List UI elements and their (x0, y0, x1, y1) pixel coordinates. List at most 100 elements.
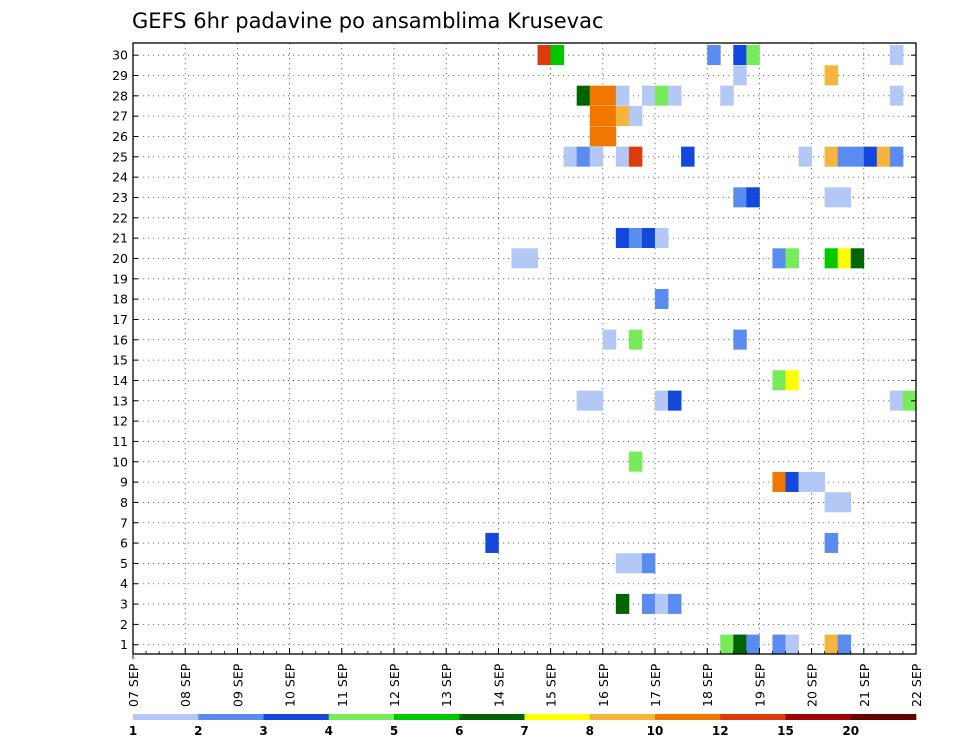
legend-swatch (655, 714, 721, 720)
grid (133, 43, 916, 654)
legend-swatch (785, 714, 852, 720)
heatmap-cell (537, 45, 551, 66)
heatmap-cell (524, 248, 538, 269)
legend-label: 7 (520, 724, 528, 738)
heatmap-cell (576, 146, 591, 167)
heatmap-cell (668, 593, 682, 614)
y-tick-label: 20 (112, 251, 128, 266)
y-tick-label: 7 (120, 515, 128, 530)
heatmap-cell (563, 146, 578, 167)
y-tick-label: 10 (112, 454, 128, 469)
y-tick-label: 24 (112, 170, 128, 185)
heatmap-cell (641, 593, 656, 614)
x-tick-label: 19 SEP (752, 663, 767, 707)
heatmap-cell (850, 146, 865, 167)
heatmap-cell (707, 45, 721, 66)
y-tick-label: 22 (112, 210, 128, 225)
chart-title: GEFS 6hr padavine po ansamblima Krusevac (132, 9, 604, 33)
x-tick-label: 10 SEP (283, 663, 298, 707)
y-tick-label: 14 (112, 373, 128, 388)
heatmap-cell (824, 532, 839, 553)
heatmap-cell (733, 634, 747, 655)
heatmap-cell (681, 146, 695, 167)
heatmap-cell (589, 126, 604, 147)
legend-swatch (524, 714, 591, 720)
legend-swatch (263, 714, 330, 720)
y-axis: 1234567891011121314151617181920212223242… (112, 48, 916, 652)
legend-label: 15 (777, 724, 794, 738)
heatmap-cell (720, 634, 734, 655)
y-tick-label: 11 (112, 434, 128, 449)
heatmap-cell (837, 187, 852, 208)
x-axis: 07 SEP 08 SEP 09 SEP 10 SEP 11 SEP 12 SEP 13 S… (126, 648, 924, 707)
heatmap-cell (628, 105, 643, 127)
legend-swatch (198, 714, 264, 720)
heatmap-cell (589, 146, 604, 167)
heatmap-cell (824, 492, 839, 513)
heatmap-cells (485, 45, 917, 655)
legend-label: 6 (455, 724, 463, 738)
y-tick-label: 12 (112, 414, 128, 429)
x-tick-label: 17 SEP (648, 663, 663, 707)
x-tick-label: 20 SEP (805, 663, 820, 707)
y-tick-label: 2 (120, 617, 128, 632)
heatmap-cell (889, 45, 904, 66)
x-tick-label: 08 SEP (178, 663, 193, 707)
heatmap-cell (615, 553, 630, 574)
y-tick-label: 13 (112, 393, 128, 408)
heatmap-cell (589, 390, 604, 411)
legend-label: 1 (129, 724, 137, 738)
legend-swatch (328, 714, 395, 720)
heatmap-cell (615, 85, 630, 106)
heatmap-cell (589, 105, 604, 127)
heatmap-cell (772, 471, 786, 492)
legend-label: 12 (712, 724, 729, 738)
heatmap-cell (837, 146, 852, 167)
y-tick-label: 26 (112, 129, 128, 144)
heatmap-cell (889, 390, 904, 411)
legend: 1 2 3 4 5 6 7 8 10 12 15 20 (129, 714, 917, 738)
legend-swatch (394, 714, 460, 720)
heatmap-cell (824, 146, 839, 167)
y-tick-label: 6 (120, 536, 128, 551)
heatmap-cell (668, 390, 682, 411)
heatmap-cell (511, 248, 525, 269)
heatmap-cell (824, 187, 839, 208)
heatmap-cell (733, 65, 747, 86)
heatmap-cell (863, 146, 878, 167)
heatmap-cell (602, 105, 617, 127)
heatmap-cell (668, 85, 682, 106)
heatmap-cell (785, 370, 799, 391)
heatmap-cell (837, 492, 852, 513)
y-tick-label: 1 (120, 637, 128, 652)
y-tick-label: 5 (120, 556, 128, 571)
x-tick-label: 15 SEP (544, 663, 559, 707)
y-tick-label: 4 (120, 576, 128, 591)
y-tick-label: 25 (112, 149, 128, 164)
x-tick-label: 22 SEP (909, 663, 924, 707)
heatmap-cell (602, 329, 617, 350)
legend-label: 8 (586, 724, 594, 738)
x-tick-label: 16 SEP (596, 663, 611, 707)
heatmap-cell (655, 593, 669, 614)
heatmap-cell (837, 634, 852, 655)
x-tick-label: 18 SEP (700, 663, 715, 707)
heatmap-cell (602, 126, 617, 147)
heatmap-cell (615, 146, 630, 167)
heatmap-cell (655, 85, 669, 106)
legend-swatch (589, 714, 656, 720)
heatmap-cell (589, 85, 604, 106)
heatmap-cell (837, 248, 852, 269)
heatmap-cell (641, 553, 656, 574)
heatmap-cell (655, 288, 669, 309)
heatmap-cell (550, 45, 565, 66)
legend-swatch (850, 714, 917, 720)
heatmap-cell (746, 634, 760, 655)
y-tick-label: 8 (120, 495, 128, 510)
heatmap-cell (798, 146, 812, 167)
heatmap-cell (772, 634, 786, 655)
heatmap-cell (628, 553, 643, 574)
y-tick-label: 15 (112, 353, 128, 368)
x-tick-label: 12 SEP (387, 663, 402, 707)
heatmap-cell (576, 85, 591, 106)
